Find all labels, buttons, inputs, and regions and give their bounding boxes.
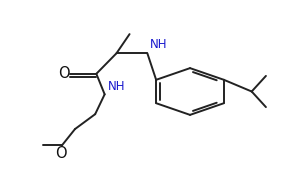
Text: O: O xyxy=(58,66,69,81)
Text: O: O xyxy=(55,146,67,161)
Text: NH: NH xyxy=(150,38,167,51)
Text: NH: NH xyxy=(108,80,126,93)
